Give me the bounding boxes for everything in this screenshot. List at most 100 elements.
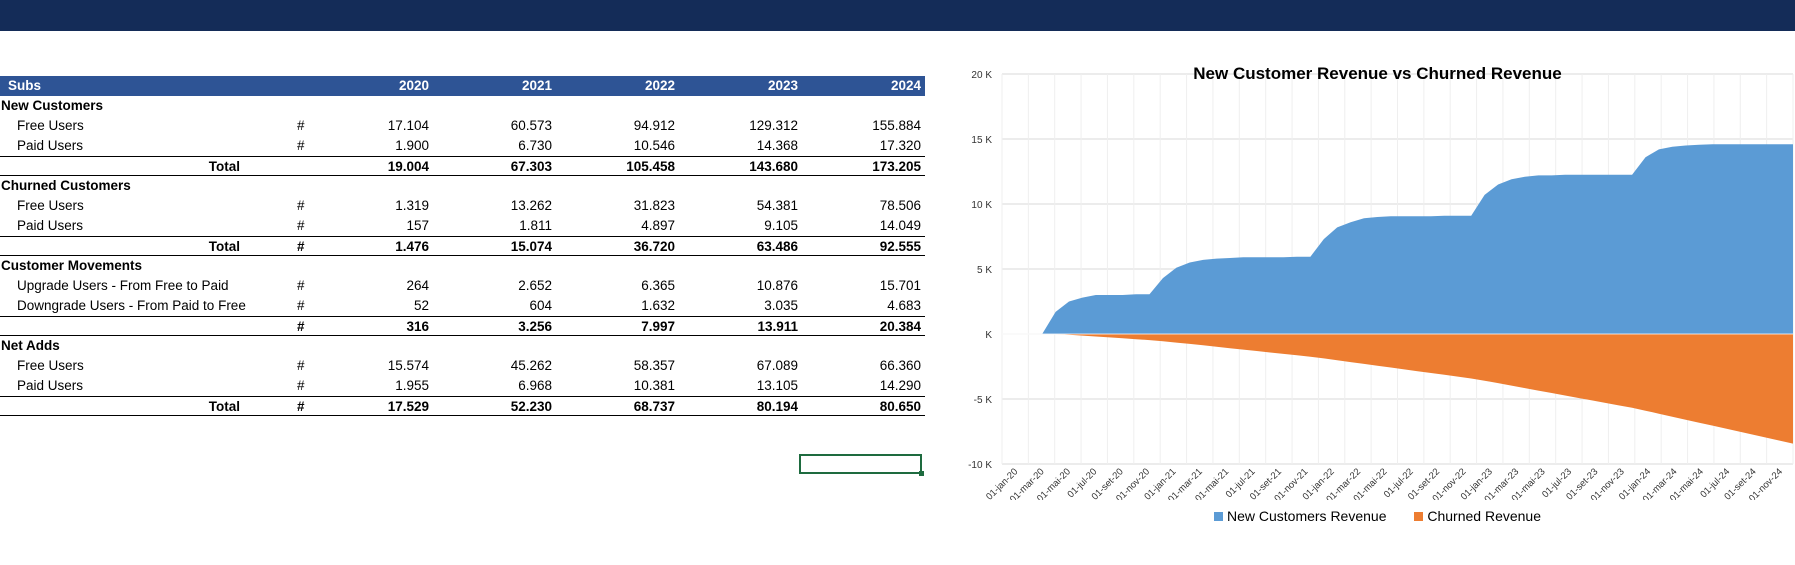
row-value: 45.262	[510, 358, 552, 373]
row-value: 1.811	[519, 218, 552, 233]
total-label: Total	[208, 159, 240, 174]
row-value: 10.876	[756, 278, 798, 293]
header-year-4: 2024	[890, 78, 921, 93]
row-value: 52	[413, 298, 429, 313]
row-value: 17.104	[387, 118, 429, 133]
row-label: Free Users	[17, 198, 84, 213]
section-title-row: Churned Customers	[0, 176, 925, 196]
total-value: 173.205	[872, 159, 921, 174]
y-tick-label: 10 K	[971, 200, 992, 211]
row-value: 66.360	[879, 358, 921, 373]
selected-cell[interactable]	[799, 454, 924, 476]
series-area-0	[1002, 144, 1793, 334]
row-value: 58.357	[633, 358, 675, 373]
row-unit: #	[297, 358, 305, 373]
legend-label-churned-revenue: Churned Revenue	[1427, 508, 1542, 524]
row-unit: #	[297, 138, 305, 153]
row-value: 3.035	[764, 298, 798, 313]
chart-canvas: 20 K15 K10 K5 KK-5 K-10 K01-jan-2001-mar…	[968, 70, 1794, 505]
total-row: #316 3.256 7.997 13.911 20.384	[0, 316, 925, 336]
top-banner	[0, 0, 1795, 31]
row-value: 78.506	[879, 198, 921, 213]
table-row: Free Users #17.104 60.573 94.912 129.312 155.…	[0, 116, 925, 136]
table-row: Upgrade Users - From Free to Paid #264 2.6…	[0, 276, 925, 296]
legend-item-churned-revenue: Churned Revenue	[1414, 508, 1541, 524]
total-row: Total #17.529 52.230 68.737 80.194 80.650	[0, 396, 925, 416]
row-value: 1.900	[395, 138, 429, 153]
total-unit: #	[297, 399, 305, 414]
total-value: 63.486	[756, 239, 798, 254]
section-title-row: Net Adds	[0, 336, 925, 356]
header-year-1: 2021	[521, 78, 552, 93]
total-label: Total	[208, 239, 240, 254]
total-row: Total #1.476 15.074 36.720 63.486 92.555	[0, 236, 925, 256]
row-unit: #	[297, 218, 305, 233]
row-value: 6.968	[518, 378, 552, 393]
row-unit: #	[297, 298, 305, 313]
row-label: Upgrade Users - From Free to Paid	[17, 278, 229, 293]
total-value: 15.074	[510, 239, 552, 254]
section-title: Churned Customers	[1, 178, 131, 193]
total-row: Total 19.004 67.303 105.458 143.680 173.205	[0, 156, 925, 176]
row-value: 6.730	[518, 138, 552, 153]
row-label: Downgrade Users - From Paid to Free	[17, 298, 246, 313]
row-value: 129.312	[749, 118, 798, 133]
row-value: 60.573	[510, 118, 552, 133]
row-value: 157	[406, 218, 429, 233]
row-value: 4.683	[887, 298, 921, 313]
total-value: 17.529	[387, 399, 429, 414]
total-value: 67.303	[510, 159, 552, 174]
total-value: 52.230	[510, 399, 552, 414]
header-year-2: 2022	[644, 78, 675, 93]
section-title: Customer Movements	[1, 258, 143, 273]
row-value: 94.912	[633, 118, 675, 133]
total-value: 36.720	[633, 239, 675, 254]
total-value: 105.458	[626, 159, 675, 174]
row-label: Free Users	[17, 118, 84, 133]
total-value: 20.384	[879, 319, 921, 334]
total-value: 13.911	[757, 319, 798, 334]
row-value: 10.546	[633, 138, 675, 153]
header-year-3: 2023	[767, 78, 798, 93]
y-tick-label: 20 K	[971, 70, 992, 81]
y-tick-label: -5 K	[974, 395, 993, 406]
table-row: Paid Users #1.900 6.730 10.546 14.368 17.320	[0, 136, 925, 156]
total-value: 80.194	[756, 399, 798, 414]
total-value: 92.555	[879, 239, 921, 254]
row-value: 1.632	[641, 298, 675, 313]
total-value: 3.256	[518, 319, 552, 334]
table-row: Paid Users #1.955 6.968 10.381 13.105 14.290	[0, 376, 925, 396]
header-label: Subs	[8, 78, 42, 93]
row-label: Paid Users	[17, 138, 84, 153]
total-value: 68.737	[633, 399, 675, 414]
total-value: 80.650	[879, 399, 921, 414]
subscription-table: Subs 2020 2021 2022 2023 2024 New Customers Fre…	[0, 76, 925, 416]
total-value: 19.004	[387, 159, 429, 174]
total-value: 316	[406, 319, 429, 334]
total-label: Total	[208, 399, 240, 414]
row-value: 15.701	[879, 278, 921, 293]
row-unit: #	[297, 378, 305, 393]
y-tick-label: K	[985, 330, 992, 341]
table-header-row: Subs 2020 2021 2022 2023 2024	[0, 76, 925, 96]
row-value: 54.381	[756, 198, 798, 213]
row-value: 9.105	[764, 218, 798, 233]
row-value: 10.381	[633, 378, 675, 393]
row-value: 67.089	[756, 358, 798, 373]
section-title: Net Adds	[1, 338, 60, 353]
chart-legend: New Customers Revenue Churned Revenue	[960, 508, 1795, 524]
row-unit: #	[297, 278, 305, 293]
row-value: 4.897	[641, 218, 675, 233]
row-value: 15.574	[387, 358, 429, 373]
row-value: 155.884	[872, 118, 921, 133]
row-value: 14.290	[879, 378, 921, 393]
table-row: Paid Users #157 1.811 4.897 9.105 14.049	[0, 216, 925, 236]
row-value: 2.652	[518, 278, 552, 293]
legend-swatch-churned-revenue	[1414, 512, 1424, 521]
row-value: 13.105	[756, 378, 798, 393]
chart-title: New Customer Revenue vs Churned Revenue	[1193, 64, 1562, 83]
row-value: 14.049	[879, 218, 921, 233]
row-value: 6.365	[641, 278, 675, 293]
row-label: Free Users	[17, 358, 84, 373]
